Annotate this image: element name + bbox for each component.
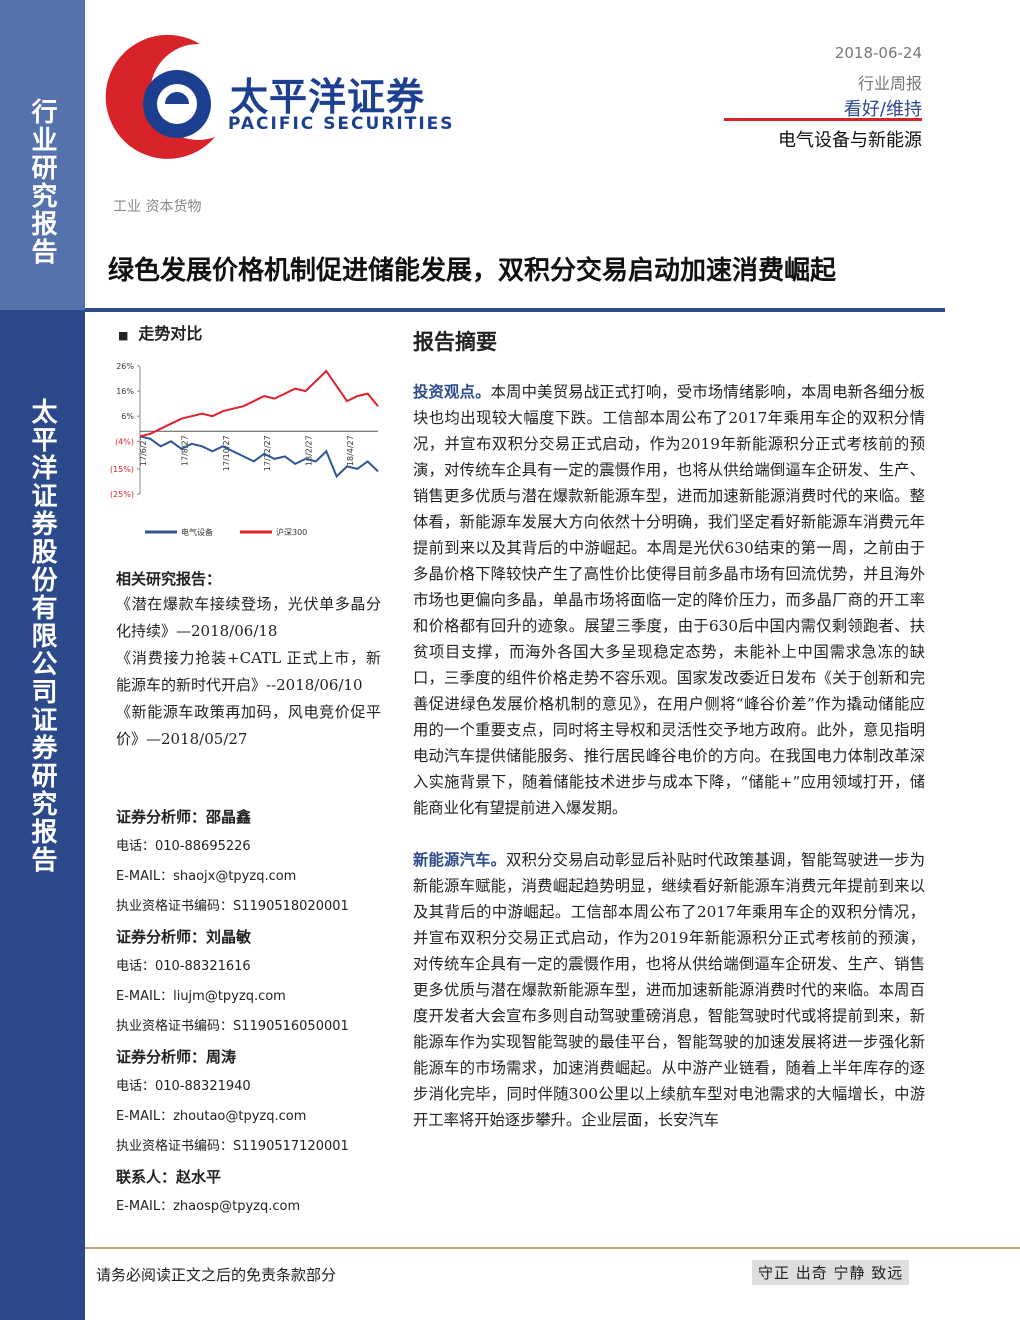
analyst-name: 证券分析师：周涛: [116, 1048, 237, 1066]
analyst-cert: 执业资格证书编码：S1190518020001: [116, 899, 349, 914]
series-line: [139, 369, 379, 438]
related-list: 《潜在爆款车接续登场，光伏单多晶分化持续》—2018/06/18 《消费接力抢装+…: [116, 591, 381, 753]
y-tick-label: 16%: [116, 387, 134, 396]
analyst-phone: 电话：010-88321616: [116, 959, 251, 974]
related-item: 《潜在爆款车接续登场，光伏单多晶分化持续》—2018/06/18: [116, 595, 381, 640]
analyst-phone: 电话：010-88695226: [116, 839, 251, 854]
analyst-email: E-MAIL：zhoutao@tpyzq.com: [116, 1109, 307, 1124]
y-tick-label: 26%: [116, 362, 134, 371]
summary-paragraph: 新能源汽车。双积分交易启动彰显后补贴时代政策基调，智能驾驶进一步为新能源车赋能，…: [413, 847, 925, 1133]
x-tick-label: 18/2/27: [305, 435, 314, 466]
logo-en: PACIFIC SECURITIES: [228, 114, 455, 134]
sidebar-label: 太平洋证券股份有限公司证券研究报告: [27, 398, 57, 874]
y-tick-label: (25%): [110, 490, 134, 499]
rating: 看好/维持: [843, 99, 922, 120]
x-tick-label: 17/6/27: [139, 435, 148, 466]
related-item: 《新能源车政策再加码，风电竞价促平价》—2018/05/27: [116, 703, 381, 748]
sector: 电气设备与新能源: [778, 130, 922, 151]
date: 2018-06-24: [834, 44, 922, 62]
paragraph-text: 双积分交易启动彰显后补贴时代政策基调，智能驾驶进一步为新能源车赋能，消费崛起趋势…: [413, 851, 925, 1129]
logo-mark: [105, 34, 215, 159]
divider: [724, 118, 922, 121]
disclaimer: 请务必阅读正文之后的免责条款部分: [96, 1266, 337, 1284]
breadcrumb: 工业 资本货物: [113, 199, 202, 215]
logo-cn: 太平洋证券: [230, 75, 426, 119]
chart-title: 走势对比: [138, 324, 203, 343]
legend-label: 电气设备: [181, 527, 213, 537]
contact-name: 联系人：赵水平: [116, 1168, 222, 1186]
series-line: [139, 435, 379, 479]
summary-paragraph: 投资观点。本周中美贸易战正式打响，受市场情绪影响，本周电新各细分板块也均出现较大…: [413, 379, 925, 821]
bullet: ■: [118, 329, 129, 342]
analysts: 证券分析师：邵晶鑫 电话：010-88695226 E-MAIL：shaojx@tp…: [116, 802, 381, 1222]
analyst-name: 证券分析师：刘晶敏: [116, 928, 252, 946]
related-heading: 相关研究报告：: [116, 570, 222, 588]
paragraph-lead: 新能源汽车。: [413, 851, 507, 869]
paragraph-text: 本周中美贸易战正式打响，受市场情绪影响，本周电新各细分板块也均出现较大幅度下跌。…: [413, 383, 925, 817]
y-tick-label: 6%: [121, 412, 134, 421]
summary: 投资观点。本周中美贸易战正式打响，受市场情绪影响，本周电新各细分板块也均出现较大…: [413, 379, 925, 1159]
contact-email: E-MAIL：zhaosp@tpyzq.com: [116, 1199, 301, 1214]
analyst-cert: 执业资格证书编码：S1190516050001: [116, 1019, 349, 1034]
x-tick-label: 18/4/27: [346, 435, 355, 466]
footer-line: [85, 1247, 1020, 1249]
motto: 守正 出奇 宁静 致远: [752, 1260, 910, 1285]
logo-arc: [105, 34, 215, 159]
paragraph-lead: 投资观点。: [413, 383, 491, 401]
y-tick-label: (15%): [110, 465, 134, 474]
sidebar-top: 行业研究报告: [0, 0, 85, 310]
report-type: 行业周报: [857, 74, 922, 93]
divider: [85, 308, 945, 312]
summary-heading: 报告摘要: [413, 329, 497, 354]
related-item: 《消费接力抢装+CATL 正式上市，新能源车的新时代开启》--2018/06/1…: [116, 649, 381, 694]
trend-chart: 26% 16% 6% (4%) (15%) (25%) 17/6/27 17/8/27 17/1…: [110, 362, 379, 537]
y-tick-label: (4%): [115, 437, 134, 446]
analyst-email: E-MAIL：liujm@tpyzq.com: [116, 989, 286, 1004]
x-tick-label: 17/8/27: [180, 435, 189, 466]
analyst-email: E-MAIL：shaojx@tpyzq.com: [116, 869, 297, 884]
x-tick-label: 17/12/27: [263, 435, 272, 471]
legend-label: 沪深300: [276, 527, 307, 537]
analyst-phone: 电话：010-88321940: [116, 1079, 251, 1094]
analyst-cert: 执业资格证书编码：S1190517120001: [116, 1139, 349, 1154]
sidebar-label: 行业研究报告: [27, 98, 57, 266]
report-title: 绿色发展价格机制促进储能发展，双积分交易启动加速消费崛起: [108, 256, 837, 286]
logo-wave: [165, 92, 189, 104]
chart-heading: ■ 走势对比: [118, 320, 202, 344]
x-tick-label: 17/10/27: [222, 435, 231, 471]
sidebar-bottom: 太平洋证券股份有限公司证券研究报告: [0, 310, 85, 1320]
analyst-name: 证券分析师：邵晶鑫: [116, 808, 252, 826]
